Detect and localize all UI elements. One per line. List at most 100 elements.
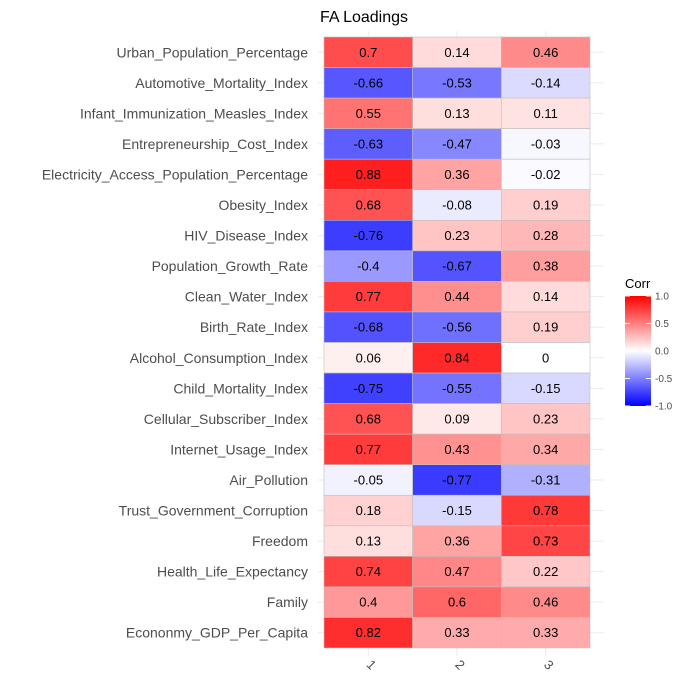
heatmap-tile-urban-population-percentage-3: [501, 36, 591, 68]
cell-value-label: -0.15: [531, 381, 561, 396]
heatmap-tile-econonmy-gdp-per-capita-2: [412, 617, 502, 649]
heatmap-tile-electricity-access-population-percentage-1: [323, 158, 413, 191]
cell-value-label: 0.6: [448, 595, 466, 610]
cell-value-label: 0.7: [359, 45, 377, 60]
cell-value-label: 0.77: [356, 289, 381, 304]
cell-value-label: -0.14: [531, 75, 561, 90]
heatmap-tile-population-growth-rate-1: [323, 250, 413, 282]
legend-title: Corr: [625, 276, 651, 291]
cell-value-label: -0.77: [442, 472, 472, 487]
heatmap-tile-infant-immunization-measles-index-1: [323, 97, 413, 129]
cell-value-label: 0.46: [533, 595, 558, 610]
y-tick-label-family: Family: [267, 594, 308, 610]
heatmap-tile-infant-immunization-measles-index-2: [412, 97, 502, 129]
heatmap-tile-freedom-2: [412, 525, 502, 557]
heatmap-tile-cellular-subscriber-index-3: [501, 403, 591, 435]
cell-value-label: -0.55: [442, 381, 472, 396]
cell-value-label: 0.78: [533, 503, 558, 518]
cell-value-label: 0.13: [356, 534, 381, 549]
x-tick-label-1: 1: [364, 657, 380, 673]
heatmap-tile-health-life-expectancy-1: [323, 556, 413, 588]
cell-value-label: 0.18: [356, 503, 381, 518]
cell-value-label: 0.88: [356, 167, 381, 182]
cell-value-label: -0.67: [442, 259, 472, 274]
cell-value-label: 0.23: [444, 228, 469, 243]
cell-value-label: 0.77: [356, 442, 381, 457]
cell-value-label: 0.14: [444, 45, 469, 60]
heatmap-tile-family-2: [412, 586, 502, 618]
cell-value-label: -0.4: [357, 259, 379, 274]
cell-value-label: -0.53: [442, 75, 472, 90]
cell-value-label: 0.46: [533, 45, 558, 60]
y-tick-label-infant-immunization-measles-index: Infant_Immunization_Measles_Index: [80, 105, 308, 121]
y-tick-label-econonmy-gdp-per-capita: Econonmy_GDP_Per_Capita: [126, 625, 308, 641]
cell-value-label: 0: [542, 350, 549, 365]
y-tick-label-electricity-access-population-percentage: Electricity_Access_Population_Percentage: [42, 166, 308, 182]
cell-value-label: 0.47: [444, 564, 469, 579]
heatmap-tile-entrepreneurship-cost-index-1: [323, 128, 413, 160]
heatmap-tile-internet-usage-index-2: [412, 433, 502, 465]
heatmap-tile-automotive-mortality-index-3: [501, 67, 591, 99]
cell-value-label: 0.44: [444, 289, 469, 304]
y-axis-tick-labels: Urban_Population_Percentage Automotive_Mo…: [42, 44, 308, 640]
heatmap-tile-obesity-index-1: [323, 189, 413, 221]
heatmap-tile-clean-water-index-1: [323, 281, 413, 313]
heatmap-tile-health-life-expectancy-3: [501, 556, 591, 588]
x-tick-label-2: 2: [452, 657, 468, 673]
heatmap-tile-internet-usage-index-1: [323, 433, 413, 465]
heatmap-tile-econonmy-gdp-per-capita-3: [501, 617, 591, 649]
heatmap-tile-hiv-disease-index-3: [501, 220, 591, 252]
cell-value-label: 0.19: [533, 198, 558, 213]
cell-value-label: 0.22: [533, 564, 558, 579]
heatmap-tile-entrepreneurship-cost-index-3: [501, 128, 591, 160]
cell-value-label: 0.55: [356, 106, 381, 121]
heatmap-tile-freedom-1: [323, 525, 413, 557]
cell-value-label: 0.36: [444, 167, 469, 182]
cell-value-label: 0.68: [356, 411, 381, 426]
cell-value-label: -0.56: [442, 320, 472, 335]
cell-value-label: -0.08: [442, 198, 472, 213]
cell-value-label: 0.33: [444, 625, 469, 640]
cell-value-label: 0.82: [356, 625, 381, 640]
y-tick-label-internet-usage-index: Internet_Usage_Index: [170, 441, 308, 457]
cell-value-label: 0.38: [533, 259, 558, 274]
cell-value-label: 0.43: [444, 442, 469, 457]
heatmap-tile-clean-water-index-3: [501, 281, 591, 313]
y-tick-label-trust-government-corruption: Trust_Government_Corruption: [119, 503, 308, 519]
heatmap-tile-urban-population-percentage-2: [412, 36, 502, 68]
y-tick-label-automotive-mortality-index: Automotive_Mortality_Index: [135, 75, 308, 91]
cell-value-label: -0.75: [354, 381, 384, 396]
x-axis-tick-labels: 1 2 3: [364, 657, 557, 673]
cell-value-label: 0.73: [533, 534, 558, 549]
cell-value-label: 0.68: [356, 198, 381, 213]
cell-value-label: -0.05: [354, 472, 384, 487]
cell-value-label: 0.14: [533, 289, 558, 304]
y-tick-label-alcohol-consumption-index: Alcohol_Consumption_Index: [130, 350, 308, 366]
heatmap-tile-obesity-index-3: [501, 189, 591, 221]
y-tick-label-cellular-subscriber-index: Cellular_Subscriber_Index: [144, 411, 308, 427]
heatmap-tile-alcohol-consumption-index-3: [501, 342, 591, 374]
cell-value-label: -0.68: [354, 320, 384, 335]
cell-value-label: -0.02: [531, 167, 561, 182]
cell-value-label: 0.4: [359, 595, 377, 610]
cell-value-label: 0.06: [356, 350, 381, 365]
y-tick-label-birth-rate-index: Birth_Rate_Index: [200, 319, 308, 335]
heatmap-tile-automotive-mortality-index-2: [412, 67, 502, 99]
heatmap-tile-health-life-expectancy-2: [412, 556, 502, 588]
heatmap-tile-trust-government-corruption-1: [323, 494, 413, 527]
cell-value-label: -0.63: [354, 136, 384, 151]
heatmap-tile-obesity-index-2: [412, 189, 502, 221]
cell-value-label: 0.09: [444, 411, 469, 426]
cell-value-label: -0.76: [354, 228, 384, 243]
heatmap-tile-child-mortality-index-2: [412, 372, 502, 404]
cell-value-label: 0.13: [444, 106, 469, 121]
y-tick-label-freedom: Freedom: [252, 533, 308, 549]
heatmap-tile-birth-rate-index-3: [501, 311, 591, 343]
heatmap-tile-child-mortality-index-1: [323, 372, 413, 404]
cell-value-label: 0.11: [533, 106, 557, 121]
heatmap-tile-infant-immunization-measles-index-3: [501, 97, 591, 129]
y-tick-label-obesity-index: Obesity_Index: [219, 197, 309, 213]
legend-tick-label: 0.5: [655, 319, 669, 330]
x-tick-label-3: 3: [541, 657, 557, 673]
cell-value-label: -0.03: [531, 136, 561, 151]
